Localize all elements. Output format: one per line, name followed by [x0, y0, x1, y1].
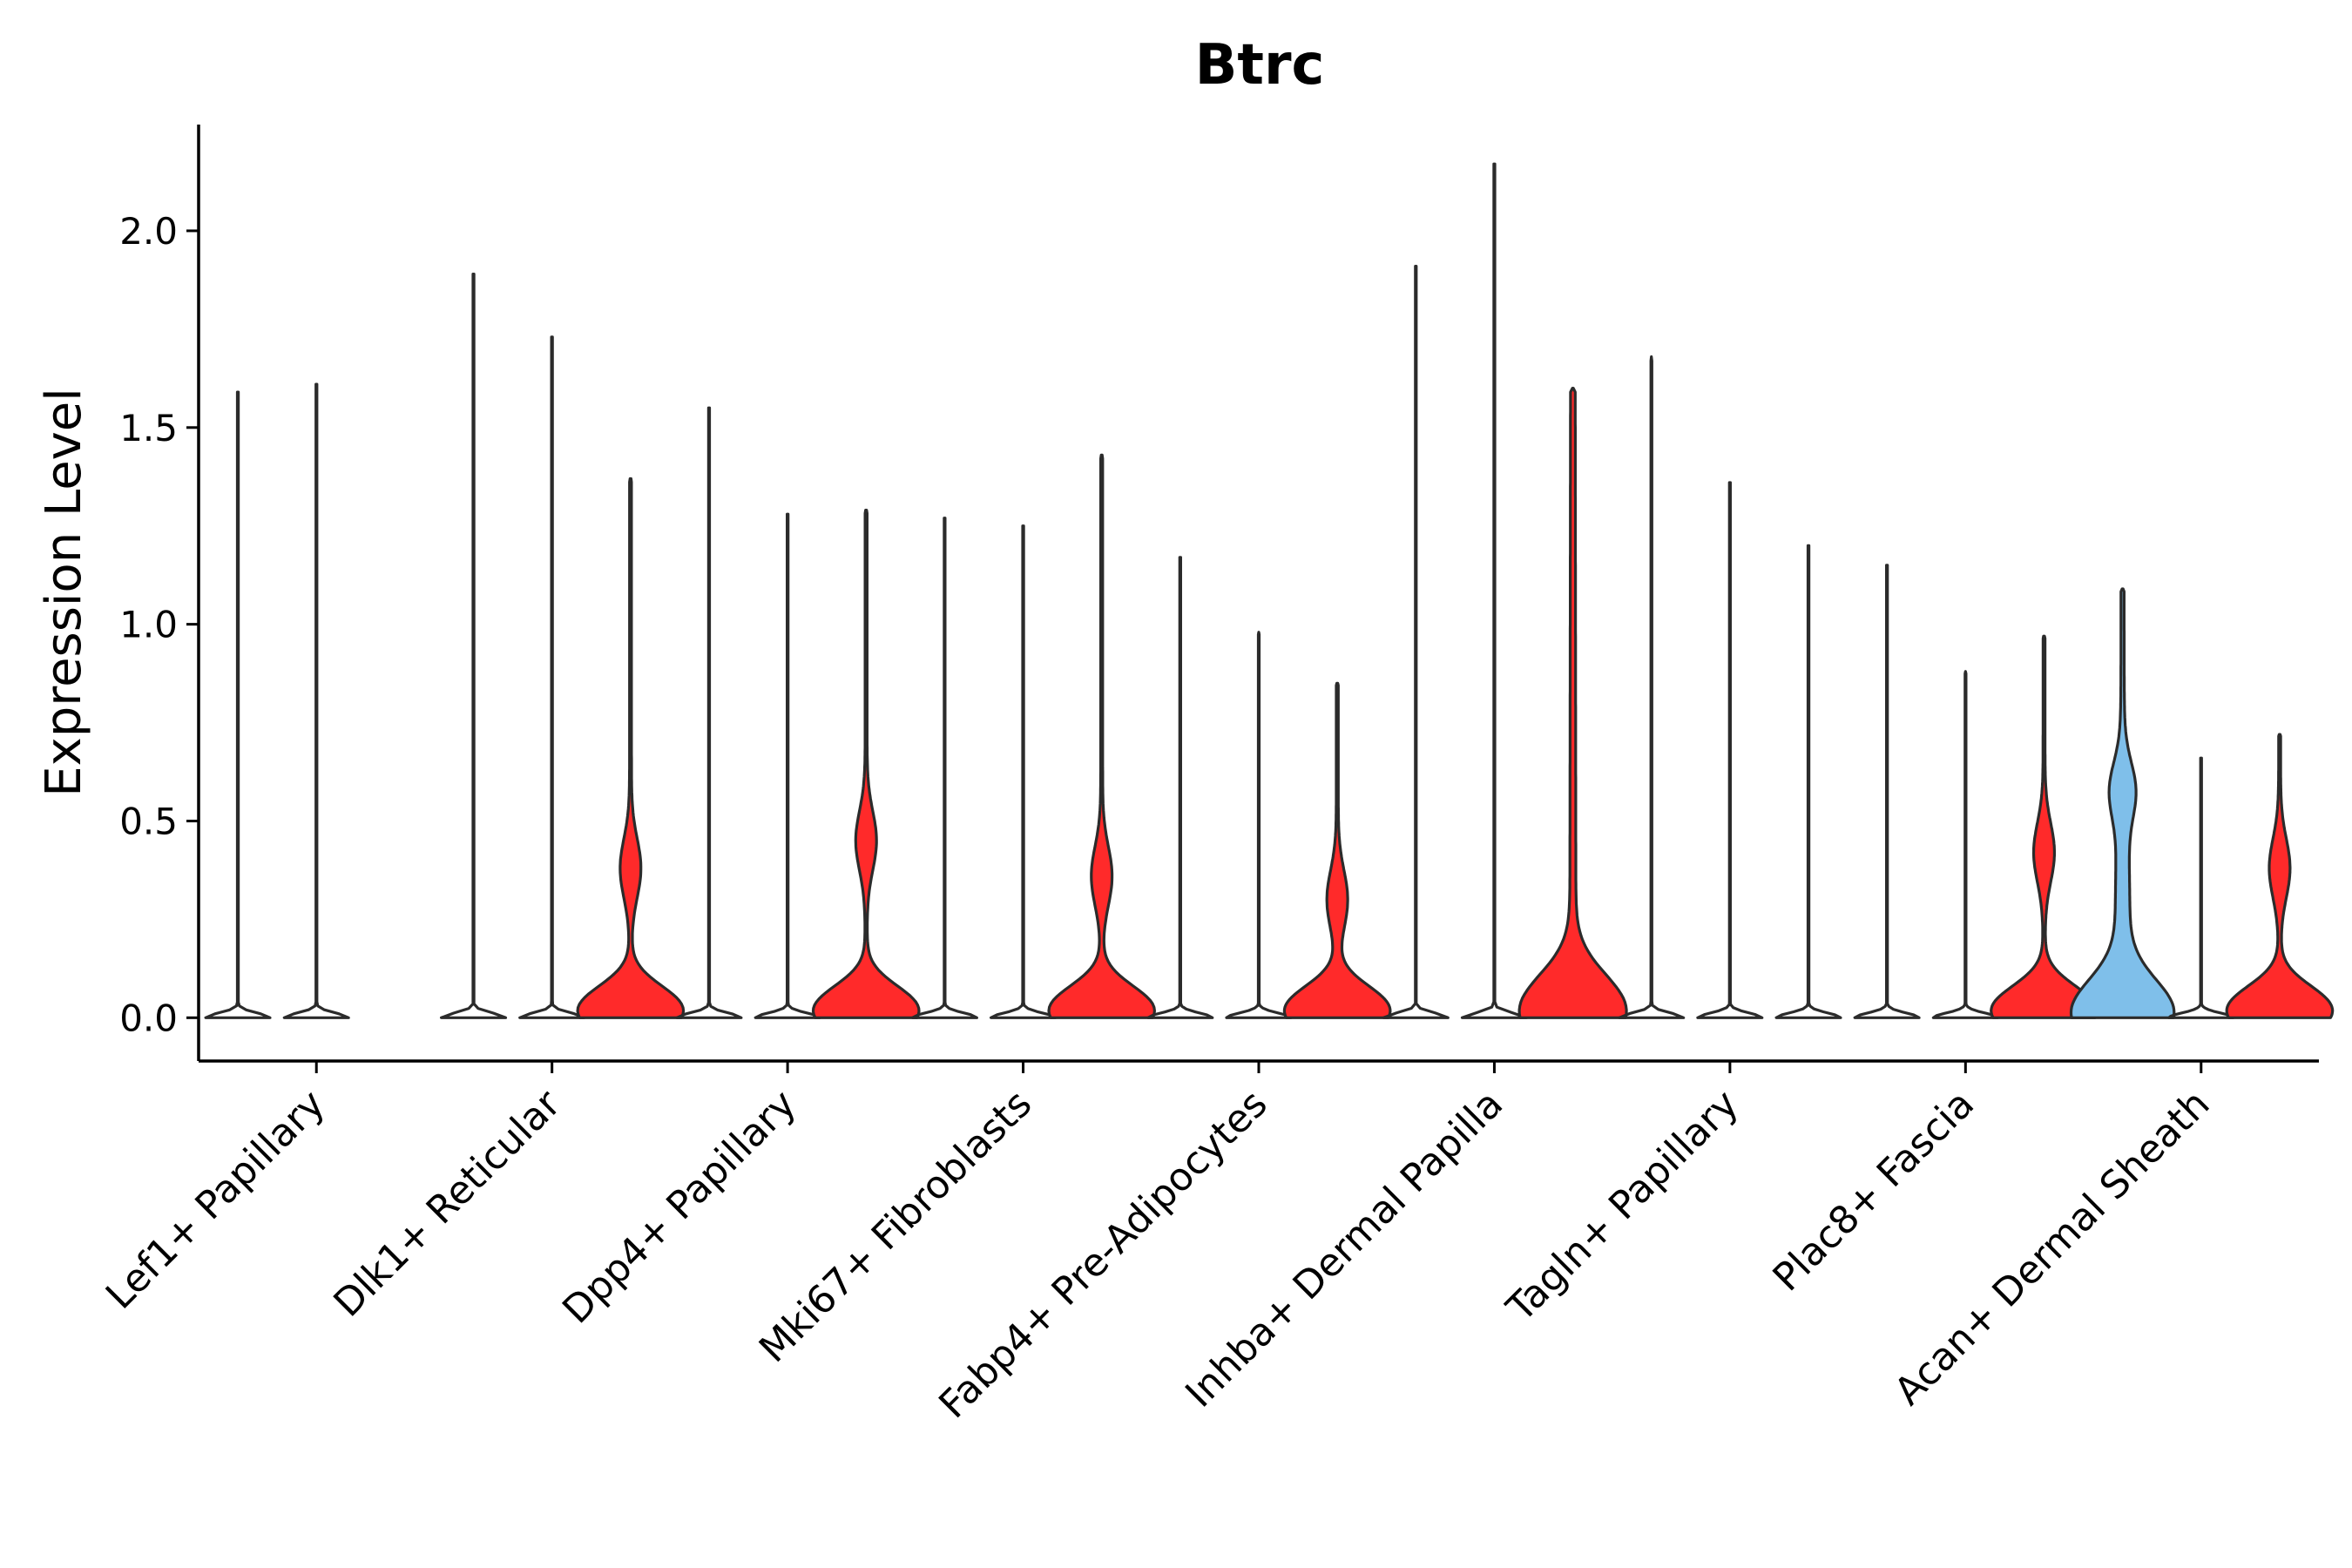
- y-axis: 0.0 0.5 1.0 1.5 2.0: [119, 125, 200, 1061]
- violin-shape: [1047, 453, 1156, 1019]
- violin-shape: [440, 273, 508, 1019]
- violin-shape: [811, 509, 921, 1019]
- violin-shape: [675, 406, 743, 1019]
- violin-shape: [282, 382, 350, 1019]
- violin-shape: [1853, 564, 1921, 1019]
- violin-shape: [518, 335, 586, 1019]
- x-tick-label: Dlk1+ Reticular: [325, 1081, 570, 1326]
- violin-shape: [1990, 634, 2099, 1019]
- x-tick-label: Dpp4+ Papillary: [554, 1082, 805, 1333]
- x-tick-label: Tagln+ Papillary: [1498, 1082, 1747, 1331]
- violin-shape: [2225, 733, 2335, 1019]
- violin-shape: [1931, 670, 1999, 1019]
- violin-shape: [1517, 387, 1628, 1019]
- violin-shape: [910, 517, 978, 1019]
- y-tick-label: 2.0: [119, 210, 178, 253]
- y-tick-label: 0.5: [119, 800, 178, 842]
- violin-shape: [1774, 544, 1842, 1019]
- y-tick-label: 1.0: [119, 604, 178, 646]
- violin-shape: [1282, 681, 1392, 1019]
- violins: [204, 162, 2335, 1019]
- violin-shape: [204, 390, 272, 1019]
- violin-shape: [1382, 265, 1450, 1019]
- violin-shape: [576, 476, 686, 1019]
- y-axis-label: Expression Level: [36, 388, 92, 797]
- x-tick-label: Plac8+ Fascia: [1765, 1082, 1984, 1301]
- violin-shape: [2167, 756, 2235, 1019]
- violin-shape: [2069, 587, 2176, 1019]
- violin-shape: [754, 512, 821, 1019]
- violin-shape: [990, 524, 1058, 1019]
- y-tick-label: 1.5: [119, 407, 178, 449]
- violin-shape: [1460, 162, 1528, 1019]
- violin-shape: [1696, 481, 1764, 1019]
- x-tick-label: Mki67+ Fibroblasts: [751, 1082, 1040, 1371]
- violin-shape: [1618, 355, 1686, 1019]
- chart-title: Btrc: [1195, 33, 1325, 98]
- x-tick-label: Lef1+ Papillary: [98, 1082, 334, 1318]
- violin-shape: [1146, 556, 1214, 1019]
- violin-shape: [1225, 631, 1293, 1019]
- y-tick-label: 0.0: [119, 997, 178, 1039]
